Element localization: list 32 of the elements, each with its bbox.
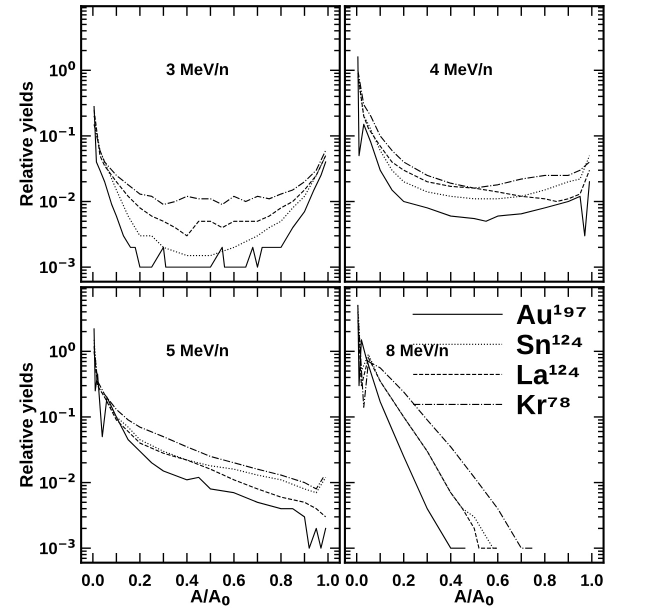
legend-label: La¹²⁴: [518, 364, 580, 384]
x-tick-label: 0.4: [440, 574, 462, 586]
y-tick-label: 10$^{−3}$: [40, 258, 75, 274]
x-tick-label: 0.0: [346, 574, 368, 586]
legend-label: Sn¹²⁴: [516, 334, 582, 354]
x-tick-label: 0.6: [486, 574, 509, 586]
y-tick-label: 10$^{−2}$: [40, 192, 75, 208]
annotation: 8 MeV/n: [386, 344, 448, 356]
y-tick-label: 10$^{0}$: [50, 342, 76, 358]
y-tick-label: 10$^{−1}$: [40, 126, 75, 142]
legend-label: Au¹⁹⁷: [516, 304, 586, 324]
y-tick-label: 10$^{−3}$: [40, 539, 75, 554]
x-axis-title: A/A$_{0}$: [190, 589, 230, 606]
y-tick-label: 10$^{−1}$: [40, 408, 75, 424]
x-tick-label: 0.0: [82, 574, 104, 586]
x-tick-label: 0.2: [128, 574, 151, 586]
x-tick-label: 1.0: [317, 574, 339, 586]
x-tick-label: 0.4: [176, 574, 198, 586]
y-axis-title: Relative yields: [19, 362, 36, 486]
x-tick-label: 0.8: [534, 574, 556, 586]
legend-label: Kr⁷⁸: [518, 395, 570, 414]
x-tick-label: 0.6: [223, 574, 245, 586]
y-tick-label: 10$^{0}$: [50, 61, 76, 76]
x-tick-label: 1.0: [581, 574, 603, 586]
y-tick-label: 10$^{−2}$: [40, 473, 75, 489]
x-tick-label: 0.2: [392, 574, 415, 586]
x-tick-label: 0.8: [270, 574, 292, 586]
annotation: 4 MeV/n: [430, 62, 492, 76]
x-axis-title: A/A$_{0}$: [454, 589, 494, 606]
annotation: 5 MeV/n: [166, 344, 228, 356]
y-axis-title: Relative yields: [19, 82, 36, 206]
annotation: 3 MeV/n: [166, 62, 228, 76]
